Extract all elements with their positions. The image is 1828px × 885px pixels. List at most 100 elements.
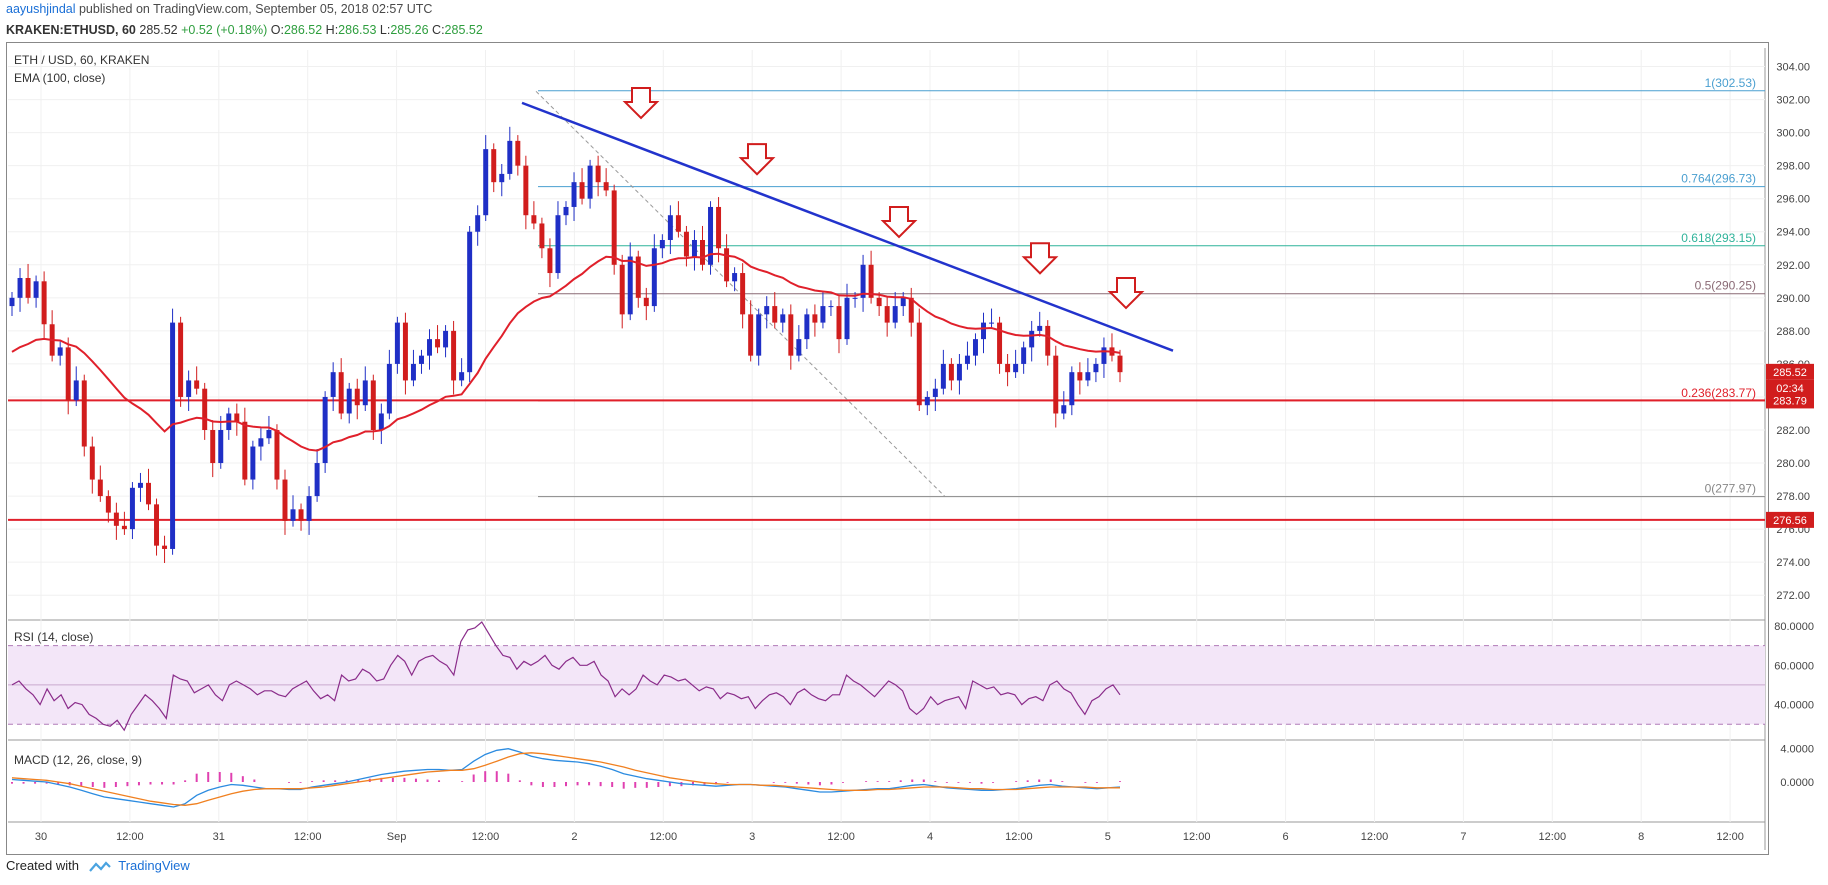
candle-body: [266, 430, 272, 439]
time-tick-label: 12:00: [1716, 831, 1744, 843]
candle-body: [595, 165, 601, 183]
candle-body: [370, 380, 376, 430]
candle-body: [579, 182, 585, 199]
candle-body: [932, 388, 938, 397]
candle-body: [129, 487, 135, 530]
price-axis: 272.00274.00276.00278.00280.00282.00284.…: [1766, 62, 1814, 602]
candle-body: [242, 421, 248, 480]
candle-body: [451, 330, 457, 381]
time-tick-label: 6: [1283, 831, 1289, 843]
candle-body: [1029, 330, 1035, 348]
candle-body: [691, 240, 697, 257]
candle-body: [876, 297, 882, 307]
candle-body: [81, 380, 87, 447]
candle-body: [1077, 372, 1083, 381]
price-tick-label: 274.00: [1776, 557, 1810, 569]
candle-body: [940, 363, 946, 389]
candle-body: [1005, 363, 1011, 373]
grid: [8, 48, 1766, 850]
author-link[interactable]: aayushjindal: [6, 2, 76, 16]
price-tick-label: 278.00: [1776, 491, 1810, 503]
macd-tick-label: 0.0000: [1780, 777, 1814, 789]
candle-body: [860, 264, 866, 298]
symbol-label: KRAKEN:ETHUSD, 60: [6, 23, 136, 37]
candle-body: [137, 482, 143, 488]
time-tick-label: 3: [749, 831, 755, 843]
candle-body: [9, 297, 15, 307]
tradingview-link[interactable]: TradingView: [118, 858, 190, 873]
high-label: H:: [325, 23, 339, 37]
candle-body: [916, 322, 922, 406]
candle-body: [868, 264, 874, 298]
candle-body: [772, 306, 778, 323]
candle-body: [394, 322, 400, 364]
candle-body: [740, 273, 746, 315]
candle-body: [306, 496, 312, 521]
created-with-text: Created with: [6, 858, 79, 873]
time-tick-label: 4: [927, 831, 933, 843]
candle-body: [531, 215, 537, 224]
candle-body: [635, 256, 641, 298]
close-value: 285.52: [444, 23, 483, 37]
candle-body: [386, 363, 392, 414]
candle-body: [844, 297, 850, 340]
time-tick-label: 12:00: [1361, 831, 1389, 843]
candle-body: [65, 347, 71, 401]
macd-pane: 0.0000 4.0000: [11, 744, 1814, 808]
time-tick-label: 31: [213, 831, 225, 843]
candle-body: [700, 240, 705, 265]
candle-body: [908, 297, 914, 323]
candle-body: [57, 347, 63, 356]
fib-level-label: 0(277.97): [1705, 482, 1756, 496]
fib-retracement: 1(302.53) 0.764(296.73) 0.618(293.15) 0.5(2…: [535, 76, 1765, 498]
candle-body: [956, 363, 962, 381]
macd-tick-label: 4.0000: [1780, 744, 1814, 756]
chart-frame[interactable]: [6, 42, 1769, 855]
fib-level-label: 0.5(290.25): [1695, 279, 1756, 293]
candle-body: [587, 165, 593, 199]
candle-body: [523, 165, 529, 216]
price-tick-label: 296.00: [1776, 194, 1810, 206]
time-tick-label: Sep: [387, 831, 407, 843]
candle-body: [756, 314, 762, 356]
candle-body: [113, 512, 119, 526]
candle-body: [459, 372, 465, 381]
candle-body: [683, 231, 689, 257]
close-label: C:: [432, 23, 445, 37]
candle-body: [981, 322, 986, 340]
price-tick-label: 292.00: [1776, 260, 1810, 272]
candle-body: [170, 322, 176, 549]
candle-body: [483, 149, 489, 216]
candle-body: [146, 482, 151, 505]
candle-body: [410, 363, 416, 381]
candle-body: [17, 278, 23, 298]
candle-body: [667, 215, 673, 240]
candle-body: [467, 231, 473, 373]
candle-body: [89, 446, 95, 480]
time-tick-label: 2: [571, 831, 577, 843]
macd-title: MACD (12, 26, close, 9): [14, 753, 142, 767]
candle-body: [1013, 363, 1019, 373]
candle-body: [1045, 325, 1051, 356]
rsi-tick-label: 40.0000: [1774, 700, 1814, 712]
candle-body: [515, 140, 521, 166]
price-tag-label: 285.52: [1773, 367, 1807, 379]
price-tick-label: 304.00: [1776, 62, 1810, 74]
candle-body: [948, 363, 954, 381]
candle-body: [571, 182, 577, 207]
candle-body: [780, 314, 786, 323]
down-arrow-icon: [738, 143, 776, 176]
price-tick-label: 280.00: [1776, 458, 1810, 470]
time-tick-label: 12:00: [650, 831, 678, 843]
candle-body: [378, 413, 384, 430]
ohlc-line: KRAKEN:ETHUSD, 60 285.52 +0.52 (+0.18%) …: [6, 23, 483, 37]
candle-body: [194, 380, 200, 389]
candle-body: [675, 215, 681, 232]
fib-level-label: 0.764(296.73): [1681, 172, 1756, 186]
candle-body: [290, 509, 296, 521]
candle-body: [900, 297, 906, 307]
time-tick-label: 12:00: [1005, 831, 1033, 843]
candle-body: [748, 314, 754, 356]
price-tick-label: 294.00: [1776, 227, 1810, 239]
